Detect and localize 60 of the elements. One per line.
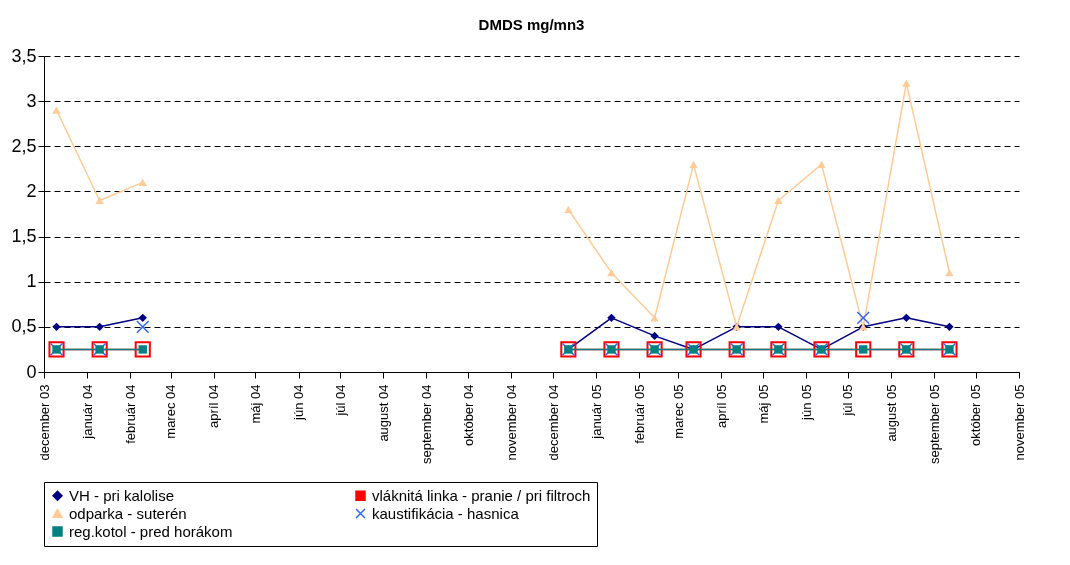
point (607, 269, 616, 277)
y-tick-label: 1,5 (11, 226, 37, 247)
x-tick-label: február 05 (631, 384, 647, 444)
y-tick-label: 0,5 (11, 316, 37, 337)
legend-label: vláknitá linka - pranie / pri filtroch (372, 486, 591, 504)
x-tick-label: október 05 (968, 384, 984, 446)
legend-label: odparka - suterén (69, 504, 187, 522)
x-tick-label: august 05 (883, 384, 899, 442)
point (136, 320, 150, 334)
x-tick-label: máj 04 (247, 384, 263, 424)
x-tick-label: júl 04 (332, 384, 348, 417)
y-tick-label: 2,5 (11, 135, 37, 156)
point (945, 322, 954, 332)
point (564, 205, 573, 214)
x-tick-label: február 04 (122, 384, 138, 444)
point (52, 106, 61, 114)
point (52, 322, 61, 332)
x-tick-label: august 04 (375, 384, 391, 442)
legend-label: kaustifikácia - hasnica (372, 504, 520, 522)
x-tick-label: október 04 (460, 384, 476, 446)
point (650, 331, 659, 341)
x-tick-label: september 04 (418, 384, 434, 464)
x-tick-label: november 05 (1011, 384, 1027, 461)
x-tick-label: apríl 04 (206, 384, 222, 428)
point (856, 311, 870, 325)
chart-title: DMDS mg/mn3 (478, 16, 585, 33)
x-tick-label: jún 04 (291, 384, 307, 421)
point (607, 313, 616, 323)
point (902, 313, 911, 323)
x-tick-label: marec 04 (163, 384, 179, 439)
x-tick-label: apríl 05 (713, 384, 729, 428)
x-tick-label: november 04 (503, 384, 519, 461)
x-tick-label: jún 05 (798, 384, 814, 421)
point (134, 341, 151, 358)
y-tick-label: 1 (26, 271, 37, 292)
y-tick-label: 0 (26, 361, 37, 382)
point (138, 178, 147, 187)
point (689, 160, 698, 168)
point (855, 341, 872, 358)
point (138, 313, 147, 323)
point (95, 322, 104, 332)
x-tick-label: december 03 (36, 384, 52, 461)
y-tick-label: 3 (26, 90, 37, 111)
x-tick-label: júl 05 (840, 384, 856, 417)
x-tick-label: december 04 (545, 384, 561, 461)
point (95, 196, 104, 205)
point (817, 160, 826, 168)
legend-label: reg.kotol - pred horákom (69, 522, 233, 540)
x-tick-label: september 05 (926, 384, 942, 464)
x-tick-label: marec 05 (670, 384, 686, 439)
x-tick-label: máj 05 (755, 384, 771, 424)
point (774, 196, 783, 205)
x-tick-label: január 04 (79, 384, 95, 440)
point (945, 269, 954, 277)
y-tick-label: 3,5 (11, 45, 37, 66)
point (902, 79, 911, 87)
legend-label: VH - pri kalolise (69, 486, 175, 504)
point (774, 322, 783, 332)
y-tick-label: 2 (26, 180, 37, 201)
x-tick-label: január 05 (588, 384, 604, 440)
